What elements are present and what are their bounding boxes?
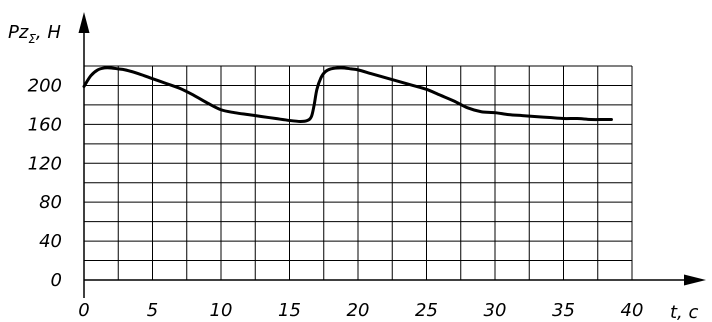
grid <box>83 65 633 281</box>
y-tick-label: 80 <box>39 192 62 213</box>
x-tick-label: 10 <box>210 300 233 321</box>
axes <box>78 12 706 298</box>
x-tick-label: 35 <box>552 300 575 321</box>
x-tick-label: 25 <box>415 300 438 321</box>
y-axis-label-main: Pz <box>8 22 29 43</box>
y-tick-label: 120 <box>28 153 62 174</box>
y-axis-label-sub: Σ <box>28 32 36 46</box>
y-tick-label: 200 <box>28 75 62 96</box>
series-line <box>82 66 613 123</box>
x-tick-label: 40 <box>621 300 644 321</box>
x-tick-label: 30 <box>484 300 507 321</box>
x-tick-label: 20 <box>347 300 370 321</box>
x-tick-label: 15 <box>278 300 301 321</box>
tick-labels: 0 5 10 15 20 25 30 35 40 0 40 80 120 160 200 <box>28 75 644 321</box>
y-tick-label: 40 <box>39 231 62 252</box>
y-axis-arrow <box>78 12 90 33</box>
y-axis-label-unit: , H <box>36 22 61 43</box>
y-axis-label: PzΣ, H <box>8 22 61 46</box>
y-tick-label: 160 <box>28 114 62 135</box>
x-axis-label: t, c <box>670 302 699 322</box>
x-tick-label: 0 <box>78 300 89 321</box>
y-tick-label: 0 <box>51 270 62 291</box>
x-axis-arrow <box>684 274 706 286</box>
x-tick-label: 5 <box>147 300 158 321</box>
